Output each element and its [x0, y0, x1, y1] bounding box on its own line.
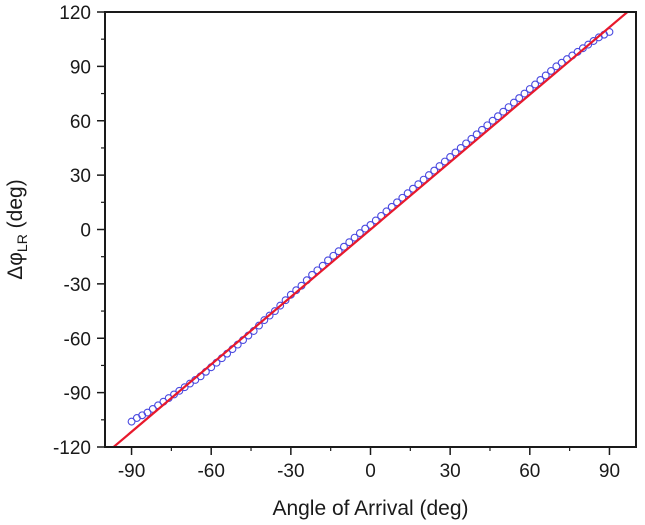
data-point — [180, 383, 189, 392]
y-axis-subscript: LR — [14, 234, 30, 252]
data-point — [589, 37, 598, 45]
data-point — [175, 386, 184, 395]
y-tick-label: -120 — [53, 438, 91, 459]
data-point — [276, 301, 285, 310]
data-point — [170, 390, 178, 399]
data-point — [584, 40, 593, 49]
data-point — [472, 130, 481, 139]
data-point — [270, 307, 279, 316]
data-point — [143, 408, 152, 417]
fit-line — [111, 12, 630, 447]
data-point — [525, 85, 534, 93]
data-point — [488, 116, 497, 125]
x-tick-label: 90 — [599, 461, 620, 482]
data-point — [520, 89, 529, 98]
data-point — [531, 80, 540, 89]
data-point — [430, 166, 439, 175]
y-tick-label: 0 — [80, 221, 91, 242]
data-point — [265, 311, 274, 320]
data-layer — [111, 12, 630, 447]
data-point — [446, 153, 455, 161]
y-tick-label: -30 — [64, 275, 91, 296]
svg-text:ΔφLR (deg): ΔφLR (deg) — [4, 179, 30, 279]
x-tick-label: -90 — [118, 461, 145, 482]
data-point — [552, 62, 561, 71]
x-tick-label: 60 — [519, 461, 540, 482]
data-point — [440, 157, 449, 166]
x-axis-title: Angle of Arrival (deg) — [272, 497, 468, 520]
data-point — [451, 148, 460, 157]
y-axis-title: ΔφLR (deg) — [4, 179, 30, 279]
data-point — [127, 417, 136, 426]
x-tick-label: -30 — [277, 461, 304, 482]
data-point — [424, 171, 433, 180]
y-axis-symbol: Δφ — [4, 252, 27, 280]
data-point — [435, 162, 444, 171]
y-tick-label: 60 — [70, 112, 91, 133]
data-point — [493, 112, 502, 121]
x-tick-label: 0 — [365, 461, 376, 482]
data-point — [547, 66, 555, 75]
y-tick-label: 30 — [70, 166, 91, 187]
data-point — [467, 134, 476, 143]
x-tick-label: -60 — [197, 461, 224, 482]
x-tick-label: 30 — [440, 461, 461, 482]
y-tick-label: -90 — [64, 384, 91, 405]
data-point — [148, 404, 157, 413]
data-point — [340, 242, 348, 251]
data-point — [361, 224, 370, 233]
y-tick-label: -60 — [64, 329, 91, 350]
data-point — [483, 121, 492, 130]
data-point — [515, 94, 524, 103]
tick-layer: -90 -60 -30 0 30 60 90 -120 -90 -60 -30 0 30 60 90 120 — [53, 3, 620, 482]
data-point — [260, 316, 269, 325]
data-point — [281, 296, 290, 305]
data-point — [350, 233, 359, 242]
data-point — [355, 229, 364, 238]
data-point — [334, 247, 343, 256]
data-point — [456, 143, 465, 152]
data-point — [345, 238, 354, 247]
data-point — [541, 71, 550, 80]
data-point — [499, 107, 508, 116]
y-axis-unit: (deg) — [4, 179, 27, 228]
y-tick-label: 120 — [59, 3, 91, 24]
data-point — [414, 180, 423, 189]
y-tick-label: 90 — [70, 57, 91, 78]
data-point — [324, 256, 332, 265]
data-point — [462, 139, 471, 148]
data-point — [329, 251, 338, 260]
data-point — [557, 58, 566, 67]
data-point — [504, 103, 513, 112]
data-point — [419, 175, 428, 184]
data-point — [536, 76, 545, 84]
data-point — [478, 125, 486, 134]
data-point — [186, 379, 194, 388]
data-point — [509, 98, 518, 107]
